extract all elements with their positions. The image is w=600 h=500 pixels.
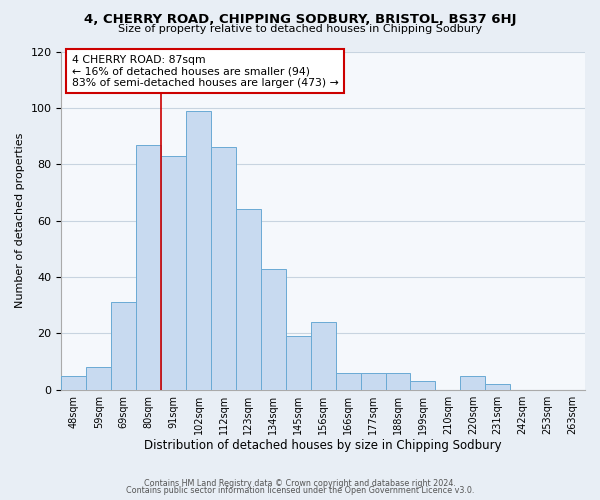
Text: Contains HM Land Registry data © Crown copyright and database right 2024.: Contains HM Land Registry data © Crown c… bbox=[144, 478, 456, 488]
Y-axis label: Number of detached properties: Number of detached properties bbox=[15, 133, 25, 308]
Bar bbox=[61, 376, 86, 390]
Text: 4, CHERRY ROAD, CHIPPING SODBURY, BRISTOL, BS37 6HJ: 4, CHERRY ROAD, CHIPPING SODBURY, BRISTO… bbox=[84, 12, 516, 26]
Bar bbox=[335, 373, 361, 390]
Bar bbox=[311, 322, 335, 390]
Bar bbox=[161, 156, 186, 390]
Bar bbox=[386, 373, 410, 390]
Bar bbox=[410, 382, 436, 390]
Text: Size of property relative to detached houses in Chipping Sodbury: Size of property relative to detached ho… bbox=[118, 24, 482, 34]
Text: Contains public sector information licensed under the Open Government Licence v3: Contains public sector information licen… bbox=[126, 486, 474, 495]
Bar bbox=[460, 376, 485, 390]
X-axis label: Distribution of detached houses by size in Chipping Sodbury: Distribution of detached houses by size … bbox=[145, 440, 502, 452]
Text: 4 CHERRY ROAD: 87sqm
← 16% of detached houses are smaller (94)
83% of semi-detac: 4 CHERRY ROAD: 87sqm ← 16% of detached h… bbox=[72, 55, 338, 88]
Bar bbox=[286, 336, 311, 390]
Bar bbox=[111, 302, 136, 390]
Bar bbox=[186, 110, 211, 390]
Bar bbox=[236, 210, 261, 390]
Bar bbox=[361, 373, 386, 390]
Bar bbox=[211, 148, 236, 390]
Bar bbox=[485, 384, 510, 390]
Bar bbox=[86, 367, 111, 390]
Bar bbox=[136, 144, 161, 390]
Bar bbox=[261, 268, 286, 390]
